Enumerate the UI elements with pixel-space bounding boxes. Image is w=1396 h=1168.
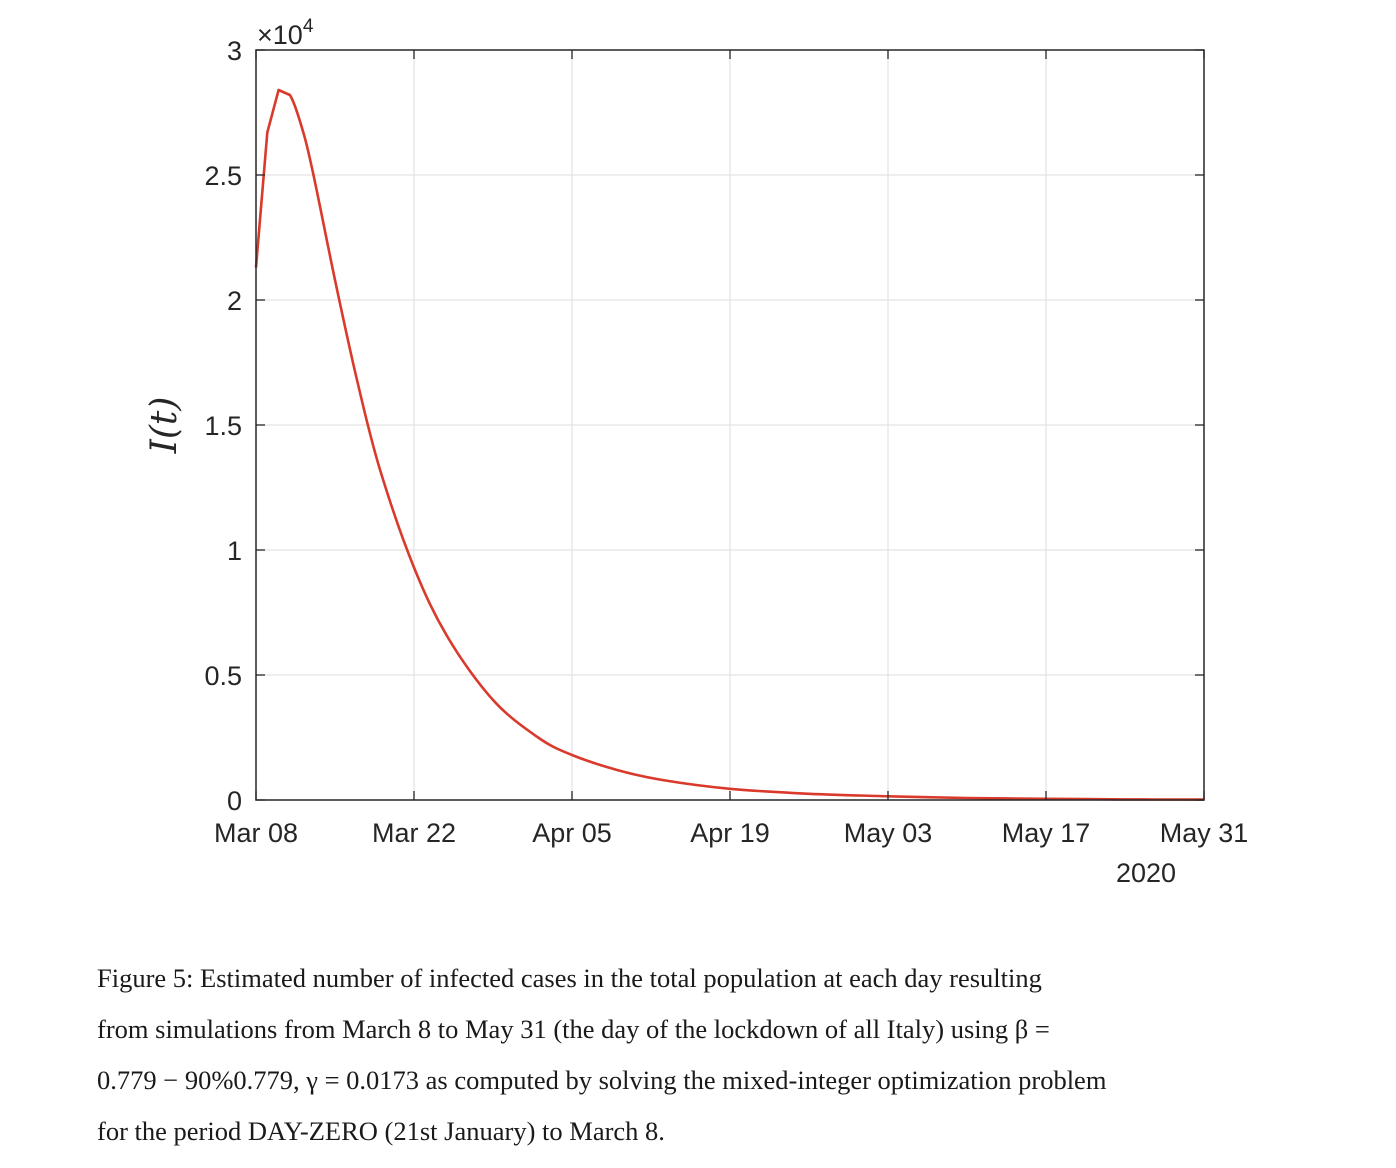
x-tick-label: Mar 22 — [372, 818, 456, 848]
caption-line: from simulations from March 8 to May 31 … — [97, 1014, 1050, 1044]
caption-line: for the period DAY-ZERO (21st January) t… — [97, 1116, 665, 1146]
caption-line: 0.779 − 90%0.779, γ = 0.0173 as computed… — [97, 1065, 1107, 1095]
caption-line: Figure 5: Estimated number of infected c… — [97, 963, 1042, 993]
figure: 0 0.5 1 1.5 2 2.5 3 Mar 08 Mar 22 Apr 05 Apr 19 Ma… — [97, 16, 1248, 1146]
x-tick-label: Apr 05 — [532, 818, 612, 848]
y-tick-label: 0 — [227, 786, 242, 816]
y-tick-label: 0.5 — [204, 661, 242, 691]
x-tick-labels: Mar 08 Mar 22 Apr 05 Apr 19 May 03 May 17 May … — [214, 818, 1248, 848]
y-tick-label: 1.5 — [204, 411, 242, 441]
y-axis-multiplier: ×104 — [257, 16, 314, 50]
y-axis-multiplier-base: ×10 — [257, 20, 303, 50]
y-axis-label: I(t) — [144, 397, 185, 455]
x-tick-label: May 03 — [844, 818, 933, 848]
x-tick-label: May 31 — [1160, 818, 1249, 848]
figure-caption: Figure 5: Estimated number of infected c… — [97, 953, 1319, 1157]
axes-frame — [255, 49, 1205, 801]
x-tick-label: Apr 19 — [690, 818, 770, 848]
y-tick-label: 2 — [227, 286, 242, 316]
series-layer — [254, 88, 1205, 801]
x-tick-label: May 17 — [1002, 818, 1091, 848]
y-tick-label: 2.5 — [204, 161, 242, 191]
x-tick-label: Mar 08 — [214, 818, 298, 848]
series-line — [254, 88, 1205, 801]
y-tick-label: 1 — [227, 536, 242, 566]
y-axis-multiplier-exponent: 4 — [303, 16, 314, 37]
line-chart: 00.511.522.53 Mar 08 Mar 22 Apr 05 Apr 19 Ma… — [144, 16, 1248, 888]
y-tick-label: 3 — [227, 36, 242, 66]
y-tick-labels: 0 0.5 1 1.5 2 2.5 3 — [204, 36, 242, 816]
plot-frame — [255, 49, 1205, 801]
grid-lines — [256, 50, 1204, 800]
x-axis-year-label: 2020 — [1116, 858, 1176, 888]
